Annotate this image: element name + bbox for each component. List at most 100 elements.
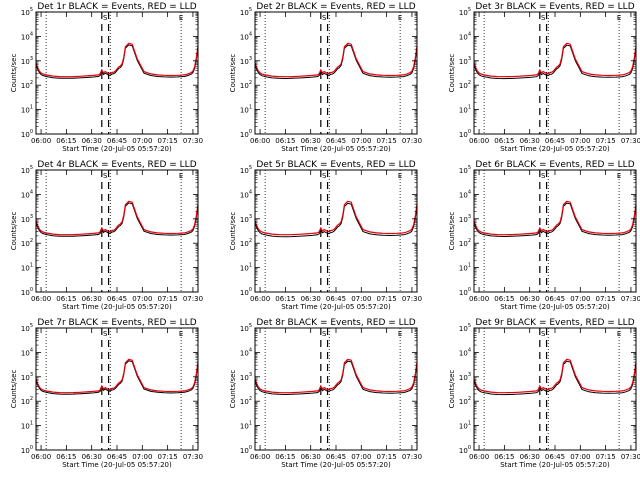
lld-series-line: [473, 200, 637, 236]
x-tick-label: 06:30: [520, 137, 540, 145]
events-series-line: [473, 202, 637, 238]
panel-9: Det 9r BLACK = Events, RED = LLD S E 100 101…: [448, 318, 640, 469]
y-tick-label: 102: [240, 80, 252, 90]
flag-label-e: E: [398, 172, 402, 180]
panel-title: Det 7r BLACK = Events, RED = LLD: [37, 318, 196, 328]
events-series-line: [473, 44, 637, 80]
x-tick-label: 06:30: [82, 295, 102, 303]
y-tick-label: 101: [459, 263, 471, 273]
x-tick-label: 06:15: [56, 137, 76, 145]
x-tick-label: 06:45: [545, 137, 565, 145]
x-tick-label: 06:00: [31, 295, 51, 303]
y-tick-label: 101: [240, 263, 252, 273]
x-tick-label: 06:15: [494, 295, 514, 303]
y-tick-label: 103: [21, 214, 33, 224]
x-axis-label: Start Time (20-Jul-05 05:57:20): [62, 461, 172, 469]
x-tick-label: 06:00: [250, 453, 270, 461]
y-tick-label: 102: [21, 238, 33, 248]
flag-label-s: S: [541, 330, 546, 338]
plot-frame: [35, 327, 199, 451]
x-tick-label: 06:45: [107, 295, 127, 303]
x-tick-label: 07:30: [183, 453, 203, 461]
lld-series-line: [35, 42, 199, 78]
y-tick-label: 105: [21, 7, 33, 17]
y-axis-label: Counts/sec: [229, 370, 237, 409]
x-tick-label: 07:30: [183, 137, 203, 145]
x-tick-label: 07:15: [377, 295, 397, 303]
y-tick-label: 101: [21, 105, 33, 115]
x-tick-label: 07:30: [402, 137, 422, 145]
x-tick-label: 07:15: [377, 137, 397, 145]
y-tick-label: 100: [459, 129, 471, 139]
x-tick-label: 06:00: [31, 453, 51, 461]
panel-4: Det 4r BLACK = Events, RED = LLD S E 100 101…: [10, 160, 203, 311]
x-axis-label: Start Time (20-Jul-05 05:57:20): [281, 461, 391, 469]
flag-label-s: S: [322, 330, 327, 338]
panel-5: Det 5r BLACK = Events, RED = LLD S E 100 101…: [229, 160, 422, 311]
y-tick-label: 102: [21, 396, 33, 406]
x-tick-label: 06:30: [301, 137, 321, 145]
y-tick-label: 100: [21, 129, 33, 139]
y-tick-label: 103: [21, 56, 33, 66]
x-tick-label: 06:45: [107, 453, 127, 461]
events-series-line: [35, 202, 199, 237]
y-axis-label: Counts/sec: [10, 370, 18, 409]
x-tick-label: 06:00: [250, 295, 270, 303]
y-tick-label: 100: [240, 129, 252, 139]
y-axis-label: Counts/sec: [448, 370, 456, 409]
y-tick-label: 101: [21, 421, 33, 431]
x-tick-label: 07:15: [158, 453, 178, 461]
x-tick-label: 06:30: [301, 453, 321, 461]
y-tick-label: 100: [459, 287, 471, 297]
flag-label-s: S: [103, 14, 108, 22]
x-tick-label: 07:15: [158, 137, 178, 145]
x-tick-label: 07:30: [402, 295, 422, 303]
x-tick-label: 06:15: [56, 453, 76, 461]
x-tick-label: 07:00: [351, 295, 371, 303]
plot-frame: [473, 169, 637, 293]
y-tick-label: 105: [240, 323, 252, 333]
x-axis-label: Start Time (20-Jul-05 05:57:20): [500, 461, 610, 469]
y-tick-label: 101: [240, 421, 252, 431]
panel-title: Det 5r BLACK = Events, RED = LLD: [256, 160, 415, 170]
x-tick-label: 06:30: [82, 453, 102, 461]
panel-title: Det 6r BLACK = Events, RED = LLD: [475, 160, 634, 170]
y-tick-label: 103: [240, 214, 252, 224]
x-tick-label: 06:45: [326, 453, 346, 461]
y-tick-label: 102: [459, 238, 471, 248]
panel-title: Det 1r BLACK = Events, RED = LLD: [37, 2, 196, 12]
y-tick-label: 105: [459, 165, 471, 175]
y-tick-label: 105: [240, 165, 252, 175]
x-tick-label: 06:30: [520, 295, 540, 303]
x-tick-label: 07:15: [596, 295, 616, 303]
plot-frame: [35, 11, 199, 135]
y-tick-label: 104: [459, 31, 471, 41]
events-series-line: [35, 44, 199, 79]
y-axis-label: Counts/sec: [10, 212, 18, 251]
x-tick-label: 06:00: [469, 137, 489, 145]
y-tick-label: 101: [21, 263, 33, 273]
y-tick-label: 105: [21, 165, 33, 175]
panel-3: Det 3r BLACK = Events, RED = LLD S E 100 101…: [448, 2, 640, 153]
y-tick-label: 101: [240, 105, 252, 115]
flag-label-e: E: [179, 330, 183, 338]
y-tick-label: 103: [240, 372, 252, 382]
y-tick-label: 103: [21, 372, 33, 382]
x-tick-label: 06:15: [494, 137, 514, 145]
lld-series-line: [254, 200, 418, 236]
y-tick-label: 102: [459, 80, 471, 90]
y-axis-label: Counts/sec: [448, 212, 456, 251]
flag-label-e: E: [179, 172, 183, 180]
y-axis-label: Counts/sec: [10, 54, 18, 93]
lld-series-line: [254, 42, 418, 78]
x-tick-label: 06:15: [275, 137, 295, 145]
x-tick-label: 07:00: [132, 295, 152, 303]
x-tick-label: 07:00: [570, 453, 590, 461]
plot-frame: [254, 169, 418, 293]
x-tick-label: 06:15: [275, 295, 295, 303]
flag-label-s: S: [103, 172, 108, 180]
x-tick-label: 07:30: [621, 295, 640, 303]
x-tick-label: 06:30: [82, 137, 102, 145]
x-tick-label: 07:15: [377, 453, 397, 461]
x-tick-label: 07:30: [621, 453, 640, 461]
